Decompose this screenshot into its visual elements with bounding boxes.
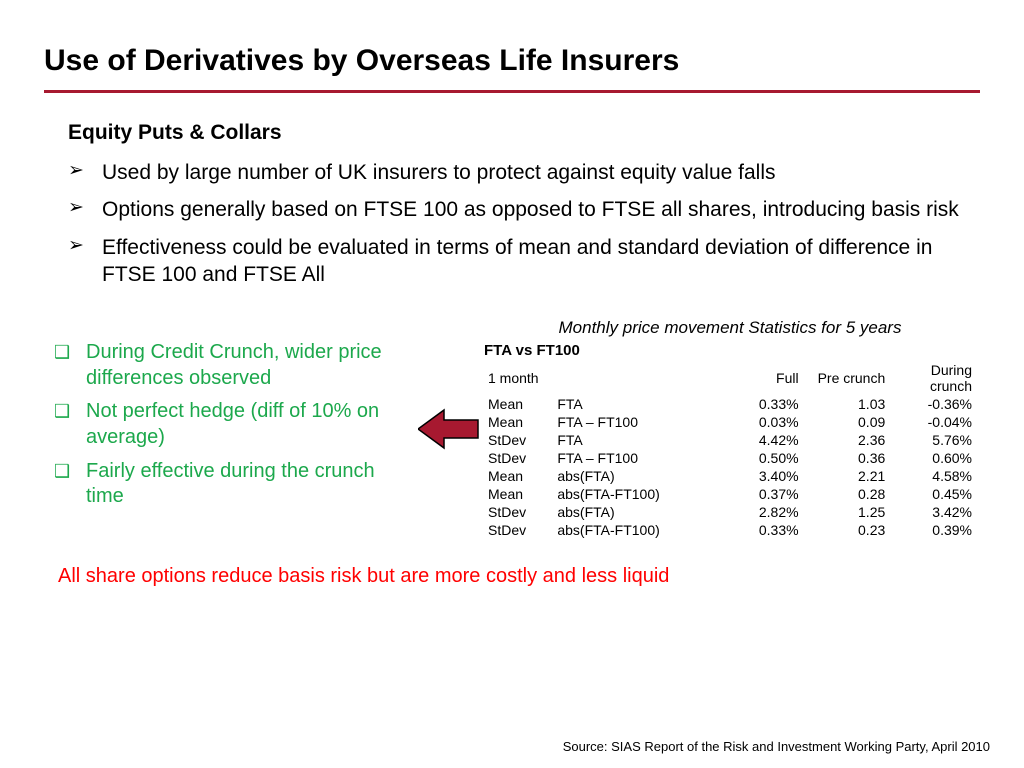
cell-metric: StDev	[484, 521, 553, 539]
title-divider	[44, 90, 980, 93]
cell-value: 5.76%	[889, 431, 976, 449]
cell-value: 4.42%	[716, 431, 803, 449]
cell-series: abs(FTA-FT100)	[553, 485, 716, 503]
cell-value: 1.03	[803, 395, 890, 413]
table-title: FTA vs FT100	[484, 342, 976, 359]
cell-value: 0.33%	[716, 395, 803, 413]
cell-value: 0.33%	[716, 521, 803, 539]
green-bullet-item: Fairly effective during the crunch time	[54, 459, 414, 510]
source-citation: Source: SIAS Report of the Risk and Inve…	[563, 739, 990, 754]
cell-metric: Mean	[484, 395, 553, 413]
cell-value: 2.21	[803, 467, 890, 485]
cell-value: 0.39%	[889, 521, 976, 539]
cell-value: 0.45%	[889, 485, 976, 503]
stats-table-region: Monthly price movement Statistics for 5 …	[484, 318, 980, 539]
cell-series: FTA	[553, 431, 716, 449]
cell-metric: Mean	[484, 485, 553, 503]
cell-metric: StDev	[484, 449, 553, 467]
table-caption: Monthly price movement Statistics for 5 …	[484, 318, 976, 338]
arrow-column	[414, 408, 484, 450]
cell-metric: StDev	[484, 431, 553, 449]
cell-value: 3.40%	[716, 467, 803, 485]
cell-value: 2.36	[803, 431, 890, 449]
cell-value: 1.25	[803, 503, 890, 521]
lower-region: During Credit Crunch, wider price differ…	[44, 318, 980, 539]
cell-series: FTA – FT100	[553, 449, 716, 467]
left-arrow-icon	[418, 408, 480, 450]
cell-value: 0.60%	[889, 449, 976, 467]
cell-value: -0.04%	[889, 413, 976, 431]
callout-note: All share options reduce basis risk but …	[58, 565, 980, 588]
green-bullet-item: During Credit Crunch, wider price differ…	[54, 340, 414, 391]
cell-value: 0.23	[803, 521, 890, 539]
table-row: Meanabs(FTA-FT100)0.37%0.280.45%	[484, 485, 976, 503]
cell-metric: Mean	[484, 413, 553, 431]
cell-series: FTA – FT100	[553, 413, 716, 431]
table-row: StDevFTA – FT1000.50%0.360.60%	[484, 449, 976, 467]
green-bullet-item: Not perfect hedge (diff of 10% on averag…	[54, 399, 414, 450]
bullet-item: Options generally based on FTSE 100 as o…	[68, 196, 980, 223]
table-subheader: 1 month	[484, 361, 716, 395]
table-row: StDevFTA4.42%2.365.76%	[484, 431, 976, 449]
section-subtitle: Equity Puts & Collars	[68, 121, 980, 145]
cell-value: 4.58%	[889, 467, 976, 485]
cell-value: 2.82%	[716, 503, 803, 521]
cell-value: 0.28	[803, 485, 890, 503]
table-body: MeanFTA0.33%1.03-0.36% MeanFTA – FT1000.…	[484, 395, 976, 539]
col-header: Pre crunch	[803, 361, 890, 395]
main-bullet-list: Used by large number of UK insurers to p…	[68, 159, 980, 288]
table-header-row: 1 month Full Pre crunch During crunch	[484, 361, 976, 395]
cell-metric: StDev	[484, 503, 553, 521]
cell-series: abs(FTA-FT100)	[553, 521, 716, 539]
cell-series: FTA	[553, 395, 716, 413]
table-row: Meanabs(FTA)3.40%2.214.58%	[484, 467, 976, 485]
stats-table: 1 month Full Pre crunch During crunch Me…	[484, 361, 976, 539]
cell-value: 0.03%	[716, 413, 803, 431]
page-title: Use of Derivatives by Overseas Life Insu…	[44, 44, 980, 78]
cell-series: abs(FTA)	[553, 503, 716, 521]
bullet-item: Used by large number of UK insurers to p…	[68, 159, 980, 186]
cell-metric: Mean	[484, 467, 553, 485]
col-header: Full	[716, 361, 803, 395]
cell-value: -0.36%	[889, 395, 976, 413]
cell-value: 0.09	[803, 413, 890, 431]
cell-value: 0.37%	[716, 485, 803, 503]
cell-value: 0.36	[803, 449, 890, 467]
cell-value: 0.50%	[716, 449, 803, 467]
cell-series: abs(FTA)	[553, 467, 716, 485]
green-bullet-list: During Credit Crunch, wider price differ…	[54, 340, 414, 518]
table-row: MeanFTA – FT1000.03%0.09-0.04%	[484, 413, 976, 431]
slide: Use of Derivatives by Overseas Life Insu…	[0, 0, 1024, 768]
col-header: During crunch	[889, 361, 976, 395]
cell-value: 3.42%	[889, 503, 976, 521]
bullet-item: Effectiveness could be evaluated in term…	[68, 234, 980, 289]
table-row: StDevabs(FTA)2.82%1.253.42%	[484, 503, 976, 521]
table-row: MeanFTA0.33%1.03-0.36%	[484, 395, 976, 413]
table-row: StDevabs(FTA-FT100)0.33%0.230.39%	[484, 521, 976, 539]
